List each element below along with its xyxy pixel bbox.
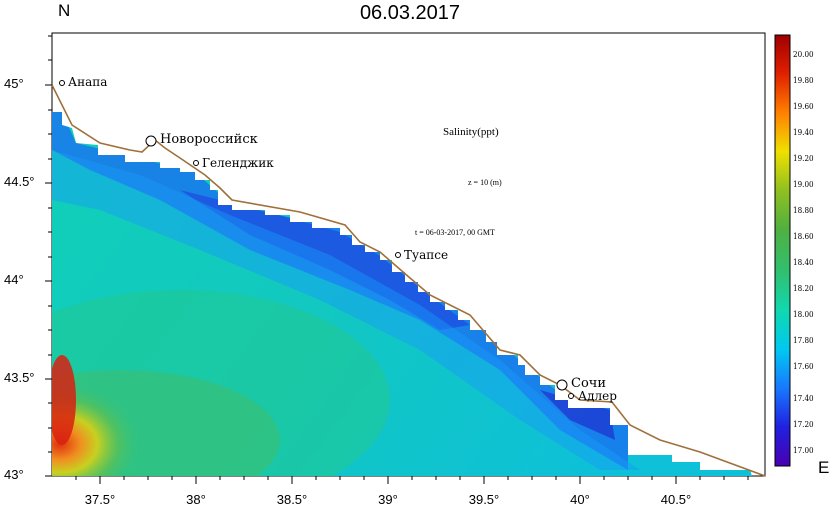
colorbar-label: 17.00 [793, 446, 814, 455]
colorbar-label: 17.80 [793, 336, 814, 345]
y-tick-label: 43.5° [4, 370, 35, 385]
colorbar-label: 18.20 [793, 284, 814, 293]
x-tick-label: 39° [378, 492, 398, 507]
colorbar-label: 19.00 [793, 180, 814, 189]
anapa-marker [59, 80, 65, 86]
time-annotation: t = 06-03-2017, 00 GMT [415, 228, 495, 237]
colorbar-label: 18.60 [793, 232, 814, 241]
colorbar [774, 34, 791, 467]
colorbar-label: 19.40 [793, 128, 814, 137]
city-label-sochi: Сочи [571, 376, 607, 391]
x-tick-label: 38° [186, 492, 206, 507]
novorossiysk-marker [145, 135, 157, 147]
tuapse-marker [395, 252, 401, 258]
x-axis-ticks [75, 476, 749, 484]
gelendzhik-marker [193, 160, 199, 166]
depth-annotation: z = 10 (m) [468, 178, 502, 187]
x-tick-label: 40° [570, 492, 590, 507]
y-tick-label: 44° [4, 272, 24, 287]
colorbar-label: 19.20 [793, 154, 814, 163]
east-label: E [818, 458, 830, 477]
y-tick-label: 45° [4, 76, 24, 91]
x-tick-label: 37.5° [84, 492, 116, 507]
colorbar-label: 20.00 [793, 50, 814, 59]
coastline [51, 84, 766, 477]
city-label-adler: Адлер [578, 389, 617, 403]
map-title: 06.03.2017 [359, 2, 461, 24]
y-tick-label: 43° [4, 467, 24, 482]
x-tick-label: 39.5° [468, 492, 500, 507]
y-axis-ticks [45, 35, 52, 477]
colorbar-label: 17.20 [793, 420, 814, 429]
y-tick-label: 44.5° [4, 174, 35, 189]
colorbar-label: 19.80 [793, 76, 814, 85]
colorbar-label: 19.60 [793, 102, 814, 111]
city-label-anapa: Анапа [68, 75, 108, 89]
colorbar-label: 18.00 [793, 310, 814, 319]
adler-marker [568, 393, 574, 399]
city-label-gelendzhik: Геленджик [202, 156, 274, 170]
colorbar-label: 18.80 [793, 206, 814, 215]
colorbar-label: 17.40 [793, 394, 814, 403]
city-label-tuapse: Туапсе [404, 248, 449, 262]
colorbar-label: 17.60 [793, 362, 814, 371]
north-label: N [58, 1, 71, 20]
variable-annotation: Salinity(ppt) [443, 126, 499, 138]
colorbar-label: 18.40 [793, 258, 814, 267]
x-tick-label: 40.5° [660, 492, 692, 507]
sochi-marker [556, 379, 568, 391]
x-tick-label: 38.5° [276, 492, 308, 507]
city-label-novorossiysk: Новороссийск [160, 132, 258, 147]
